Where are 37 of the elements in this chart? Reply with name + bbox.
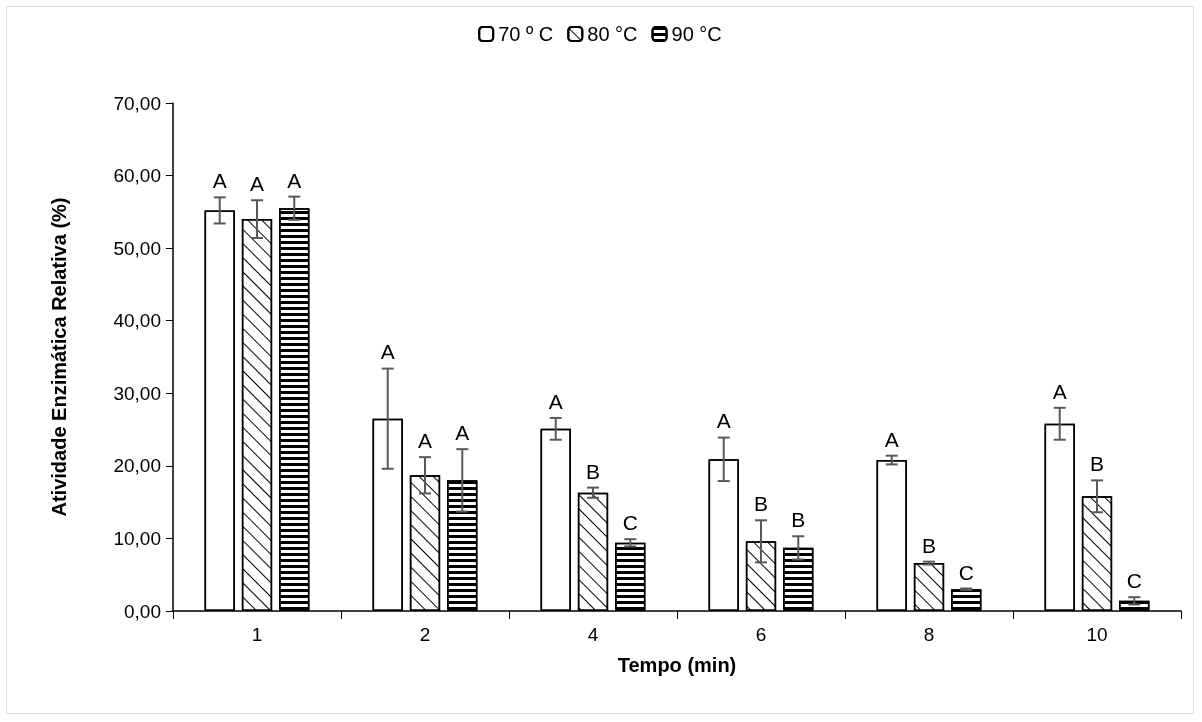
y-tick-label: 20,00 (113, 455, 161, 477)
legend-label: 80 °C (587, 23, 638, 45)
data-label: B (753, 492, 769, 516)
data-label: A (548, 389, 563, 413)
data-label: A (212, 169, 227, 193)
data-label: A (249, 172, 265, 196)
x-tick-label: 2 (419, 624, 431, 645)
y-tick-label: 30,00 (113, 382, 161, 404)
y-axis-title: Atividade Enzimática Relativa (%) (48, 197, 70, 517)
x-tick-label: 10 (1086, 624, 1108, 645)
y-tick-label: 70,00 (113, 92, 161, 114)
x-tick-label: 8 (923, 624, 935, 645)
y-tick-label: 0,00 (124, 600, 161, 622)
data-label: A (287, 168, 302, 192)
data-label: C (958, 560, 974, 584)
data-label: B (921, 533, 937, 557)
data-label: B (791, 508, 806, 532)
y-tick-label: 50,00 (113, 237, 161, 259)
data-label: A (455, 421, 470, 445)
data-label: C (1126, 569, 1142, 593)
data-label: A (1052, 379, 1067, 403)
data-label: A (884, 427, 899, 451)
x-tick-label: 6 (755, 624, 767, 645)
y-tick-label: 40,00 (113, 310, 161, 332)
legend-label: 90 °C (671, 23, 722, 45)
x-axis-title: Tempo (min) (617, 654, 737, 676)
data-label: C (622, 511, 638, 535)
data-label: B (1089, 452, 1105, 476)
data-label: A (380, 340, 395, 364)
legend-label: 70 º C (498, 23, 554, 45)
x-tick-label: 4 (587, 624, 599, 645)
data-label: A (417, 429, 433, 453)
y-tick-label: 10,00 (113, 527, 161, 549)
data-label: B (585, 459, 601, 483)
y-tick-label: 60,00 (113, 165, 161, 187)
x-tick-label: 1 (251, 624, 263, 645)
data-label: A (716, 409, 731, 433)
